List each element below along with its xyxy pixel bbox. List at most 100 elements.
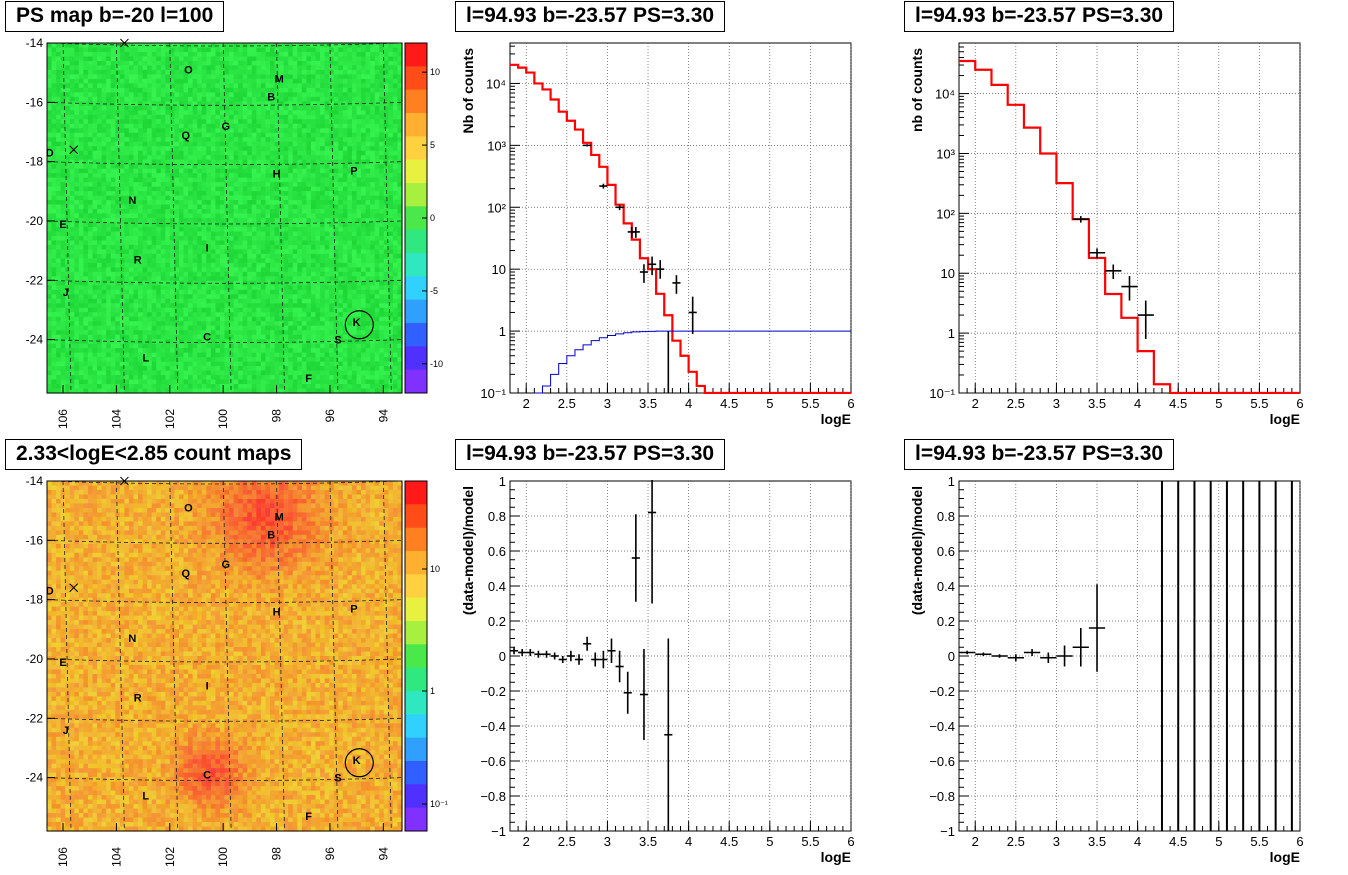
plot-area xyxy=(510,480,673,831)
colorbar-segment xyxy=(405,253,427,277)
y-tick-label: −0.8 xyxy=(480,789,506,804)
y-axis-label: Nb of counts xyxy=(460,48,476,134)
y-tick-label: -24 xyxy=(26,333,44,347)
x-tick-label: 6 xyxy=(1296,396,1303,411)
x-tick-label: 2 xyxy=(972,396,979,411)
residual-right-plot[interactable]: 2 2.5 3 3.5 4 4.5 5 5.5 6 1 0.8 0.6 0.4 0.2 0 −0.2 −0.4 −… xyxy=(899,438,1348,875)
x-tick-label: 98 xyxy=(270,847,284,861)
residual-left-plot[interactable]: 2 2.5 3 3.5 4 4.5 5 5.5 6 1 0.8 0.6 0.4 0.2 0 −0.2 −0.4 −… xyxy=(450,438,899,875)
source-label: H xyxy=(273,607,281,619)
count-map-plot[interactable]: 106 104 102 100 98 96 94 -14 -16 -18 -20 -22 -24 O MB Q… xyxy=(0,438,450,875)
spectrum-right-panel: l=94.93 b=-23.57 PS=3.30 2 2.5 3 3.5 4 4.5 5 5.… xyxy=(899,0,1348,437)
y-tick-label: 0.4 xyxy=(937,579,955,594)
colorbar-frame xyxy=(404,480,428,832)
colorbar-label: 10 xyxy=(430,564,440,574)
spectrum-right-title: l=94.93 b=-23.57 PS=3.30 xyxy=(904,1,1175,32)
colorbar-label: 1 xyxy=(430,686,435,696)
plot-frame xyxy=(958,42,1301,394)
source-label: J xyxy=(63,287,69,299)
source-label: E xyxy=(59,657,66,669)
x-tick-label: 4 xyxy=(1134,834,1141,849)
source-label: M xyxy=(275,512,284,524)
source-label: I xyxy=(206,681,209,693)
y-tick-label: −0.2 xyxy=(480,684,506,699)
y-tick-label: 0 xyxy=(948,649,955,664)
map-grid xyxy=(46,480,403,832)
colorbar-segment xyxy=(405,89,427,114)
background-curve xyxy=(534,330,851,394)
colorbar-segment xyxy=(405,276,427,301)
x-tick-label: 3 xyxy=(604,834,611,849)
spectrum-left-plot[interactable]: 2 2.5 3 3.5 4 4.5 5 5.5 6 10⁴ 10³ 10² 10 1 10⁻¹ logE Nb … xyxy=(450,0,899,437)
x-tick-label: 94 xyxy=(376,409,390,423)
y-tick-label: -22 xyxy=(26,273,44,287)
y-axis-label: (data-model)/model xyxy=(909,486,925,615)
x-tick-label: 2.5 xyxy=(1007,834,1025,849)
source-label: B xyxy=(267,529,275,541)
source-label: L xyxy=(142,790,149,802)
colorbar-segment xyxy=(405,621,427,645)
y-axis-label: (data-model)/model xyxy=(460,486,476,615)
x-tick-label: 2.5 xyxy=(558,834,576,849)
colorbar-segment xyxy=(405,527,427,552)
spectrum-left-panel: l=94.93 b=-23.57 PS=3.30 2 2.5 3 3.5 4 4.5 5 5.… xyxy=(450,0,899,437)
y-tick-label: -22 xyxy=(26,711,44,725)
y-tick-label: -16 xyxy=(26,95,44,109)
colorbar-segment xyxy=(405,113,427,137)
spectrum-right-plot[interactable]: 2 2.5 3 3.5 4 4.5 5 5.5 6 10⁴ 10³ 10² 10 1 10⁻¹ logE nb … xyxy=(899,0,1348,437)
y-tick-label: 10⁻¹ xyxy=(929,386,955,401)
x-tick-label: 100 xyxy=(216,847,230,867)
colorbar-segment xyxy=(405,346,427,371)
colorbar-label: -5 xyxy=(430,286,438,296)
x-tick-label: 102 xyxy=(163,847,177,867)
y-tick-label: 1 xyxy=(948,326,955,341)
source-circle xyxy=(344,310,374,340)
ps-map-plot[interactable]: 106 104 102 100 98 96 94-14-16-18-20-22-24OMBQ… xyxy=(0,0,450,437)
model-histogram xyxy=(510,63,851,394)
colorbar-segment xyxy=(405,761,427,785)
residual-left-panel: l=94.93 b=-23.57 PS=3.30 2 2.5 3 3.5 4 4.5 5 5.… xyxy=(450,438,899,875)
cross-marker xyxy=(69,583,79,593)
source-label: M xyxy=(275,74,284,86)
y-tick-label: 1 xyxy=(499,474,506,489)
x-tick-label: 5 xyxy=(1215,834,1222,849)
y-tick-label: -16 xyxy=(26,533,44,547)
source-label: Q xyxy=(182,568,191,580)
y-tick-label: -24 xyxy=(26,771,44,785)
source-label: B xyxy=(267,91,275,103)
y-tick-label: 0.8 xyxy=(937,509,955,524)
colorbar-segment xyxy=(405,714,427,739)
y-tick-label: 10³ xyxy=(936,146,955,161)
y-tick-label: −1 xyxy=(940,824,955,839)
colorbar-label: 0 xyxy=(430,213,435,223)
y-axis-label: nb of counts xyxy=(909,48,925,132)
x-axis-label: logE xyxy=(1270,411,1300,427)
x-tick-label: 6 xyxy=(847,396,854,411)
count-map-title: 2.33<logE<2.85 count maps xyxy=(5,439,303,470)
y-tick-label: 0.2 xyxy=(488,614,506,629)
y-tick-label: −0.6 xyxy=(480,754,506,769)
residual-right-panel: l=94.93 b=-23.57 PS=3.30 2 2.5 3 3.5 4 4.5 5 5.… xyxy=(899,438,1348,875)
colorbar-segment xyxy=(405,183,427,207)
y-tick-label: 10 xyxy=(941,266,955,281)
y-tick-label: −0.8 xyxy=(929,789,955,804)
source-label: S xyxy=(334,773,341,785)
source-circle xyxy=(344,748,374,778)
x-tick-label: 4.5 xyxy=(1169,396,1187,411)
colorbar-segment xyxy=(405,597,427,622)
colorbar-segment xyxy=(405,784,427,809)
source-label: C xyxy=(203,770,211,782)
y-tick-label: −0.4 xyxy=(480,719,506,734)
cross-marker xyxy=(120,476,129,486)
residual-left-title: l=94.93 b=-23.57 PS=3.30 xyxy=(455,439,726,470)
x-tick-label: 2.5 xyxy=(558,396,576,411)
source-label: P xyxy=(350,166,357,178)
y-tick-label: 10² xyxy=(936,206,955,221)
y-tick-label: −0.4 xyxy=(929,719,955,734)
source-label: R xyxy=(134,255,142,267)
x-tick-label: 4.5 xyxy=(720,834,738,849)
y-tick-label: 0.6 xyxy=(937,544,955,559)
source-label: K xyxy=(353,317,361,329)
map-frame xyxy=(46,42,403,394)
model-histogram xyxy=(959,59,1300,394)
